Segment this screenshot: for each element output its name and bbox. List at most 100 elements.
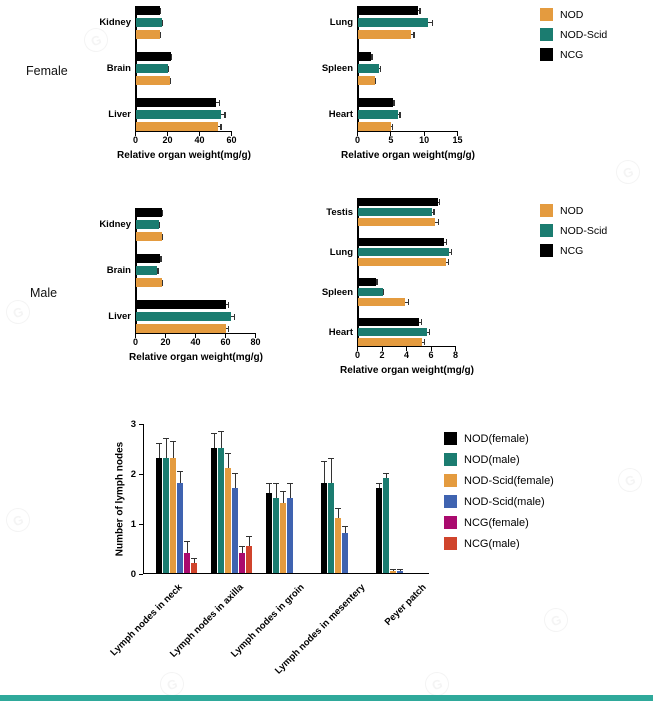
y-tick bbox=[139, 423, 143, 425]
error-bar bbox=[160, 255, 162, 262]
legend-swatch bbox=[444, 537, 457, 550]
category-label: Lung bbox=[329, 17, 353, 28]
legend-item: NCG bbox=[540, 244, 607, 257]
x-tick-label: 10 bbox=[419, 135, 430, 145]
error-cap bbox=[211, 433, 217, 435]
bar-ncg-brain bbox=[136, 52, 173, 61]
error-bar bbox=[161, 233, 163, 240]
bar-nod-scid-lung bbox=[358, 18, 434, 27]
bar-ncg-kidney bbox=[136, 6, 162, 15]
bar-nod-scid-brain bbox=[136, 266, 159, 275]
bar-ncg-liver bbox=[136, 300, 229, 309]
bar-nodmale bbox=[273, 483, 279, 573]
bar-nod-scidmale bbox=[287, 483, 293, 573]
error-bar bbox=[374, 77, 376, 84]
plot-area: Kidney Brain Liver bbox=[88, 6, 232, 131]
bar-ncg-testis bbox=[358, 198, 441, 206]
error-bar bbox=[218, 430, 224, 448]
legend-item-label: NOD bbox=[560, 204, 584, 217]
error-cap bbox=[397, 569, 403, 571]
error-cap bbox=[225, 453, 231, 455]
x-axis: 0 5 10 15 bbox=[355, 131, 463, 150]
error-cap bbox=[429, 329, 431, 335]
watermark-icon: G bbox=[2, 504, 34, 536]
x-axis-title: Relative organ weight(mg/g) bbox=[341, 150, 475, 164]
error-bar bbox=[421, 339, 426, 345]
error-bar bbox=[382, 289, 385, 295]
error-cap bbox=[413, 31, 415, 38]
plot-area: Testis Lung Spleen Heart bbox=[312, 198, 456, 346]
male-legend: NOD NOD-Scid NCG bbox=[540, 204, 607, 257]
y-axis-title-text: Number of lymph nodes bbox=[114, 441, 126, 557]
plot-area: Kidney Brain Liver bbox=[88, 208, 256, 333]
x-tick: 10 bbox=[419, 132, 429, 145]
error-bar bbox=[211, 433, 217, 448]
legend-item: NOD-Scid(male) bbox=[444, 495, 554, 508]
bar-nod-scidfemale bbox=[225, 453, 231, 573]
error-bar bbox=[161, 279, 163, 286]
error-bar bbox=[280, 490, 286, 503]
legend-item: NOD-Scid(female) bbox=[444, 474, 554, 487]
bar-nod-lung bbox=[358, 30, 415, 39]
bar-ncg-kidney bbox=[136, 208, 163, 217]
legend-item: NCG bbox=[540, 48, 607, 61]
error-bar bbox=[383, 473, 389, 478]
error-cap bbox=[218, 99, 220, 106]
x-tick-label: 20 bbox=[162, 135, 173, 145]
bar-nod-kidney bbox=[136, 232, 163, 241]
bar-ncg-heart bbox=[358, 98, 395, 107]
error-bar bbox=[168, 65, 170, 72]
error-cap bbox=[424, 339, 426, 345]
error-bar bbox=[376, 483, 382, 488]
category-label: Heart bbox=[328, 109, 353, 120]
bar-stack bbox=[136, 254, 163, 287]
x-tick-label: 0 bbox=[132, 337, 139, 347]
error-cap bbox=[376, 483, 382, 485]
error-cap bbox=[335, 508, 341, 510]
bar-nod-scidfemale bbox=[390, 569, 396, 573]
error-bar bbox=[161, 19, 163, 26]
bar-group-brain: Brain bbox=[88, 52, 232, 85]
legend-item: NOD bbox=[540, 204, 607, 217]
error-bar bbox=[448, 249, 453, 255]
y-axis-line bbox=[135, 6, 137, 131]
x-tick-label: 0 bbox=[132, 135, 139, 145]
bar-ncg-liver bbox=[136, 98, 220, 107]
x-tick: 40 bbox=[194, 132, 205, 145]
bar-ncgfemale bbox=[239, 545, 245, 573]
error-bar bbox=[397, 569, 403, 571]
error-cap bbox=[169, 77, 171, 84]
bar-nod-scid-heart bbox=[358, 110, 401, 119]
legend-item: NOD(female) bbox=[444, 432, 554, 445]
error-cap bbox=[160, 7, 162, 14]
x-tick-label: 20 bbox=[160, 337, 171, 347]
error-bar bbox=[160, 31, 162, 38]
bar-nod-liver bbox=[136, 122, 222, 131]
error-cap bbox=[287, 483, 293, 485]
error-bar bbox=[216, 99, 220, 106]
bar-nod-heart bbox=[358, 338, 426, 346]
bar-ncgmale bbox=[246, 535, 252, 573]
error-bar bbox=[371, 53, 373, 60]
bar-nod-liver bbox=[136, 324, 229, 333]
x-tick-label: 60 bbox=[220, 337, 231, 347]
bar-nod-scid-liver bbox=[136, 312, 235, 321]
bar-ncg-lung bbox=[358, 6, 421, 15]
bar-nodfemale bbox=[211, 433, 217, 573]
legend-item-label: NCG(female) bbox=[464, 516, 529, 529]
category-label: Lung bbox=[329, 246, 353, 258]
error-bar bbox=[391, 123, 394, 130]
error-bar bbox=[328, 458, 334, 483]
bar-group-heart: Heart bbox=[312, 318, 456, 346]
y-axis-title: Number of lymph nodes bbox=[112, 424, 128, 574]
error-cap bbox=[390, 569, 396, 571]
y-tick bbox=[139, 523, 143, 525]
bar-nod-scidmale bbox=[342, 525, 348, 573]
error-bar bbox=[225, 453, 231, 468]
bar-ncg-lung bbox=[358, 238, 447, 246]
female-legend: NOD NOD-Scid NCG bbox=[540, 8, 607, 61]
category-label: Kidney bbox=[99, 219, 131, 230]
error-bar bbox=[392, 99, 395, 106]
error-cap bbox=[191, 558, 197, 560]
category-label: Brain bbox=[106, 265, 131, 276]
